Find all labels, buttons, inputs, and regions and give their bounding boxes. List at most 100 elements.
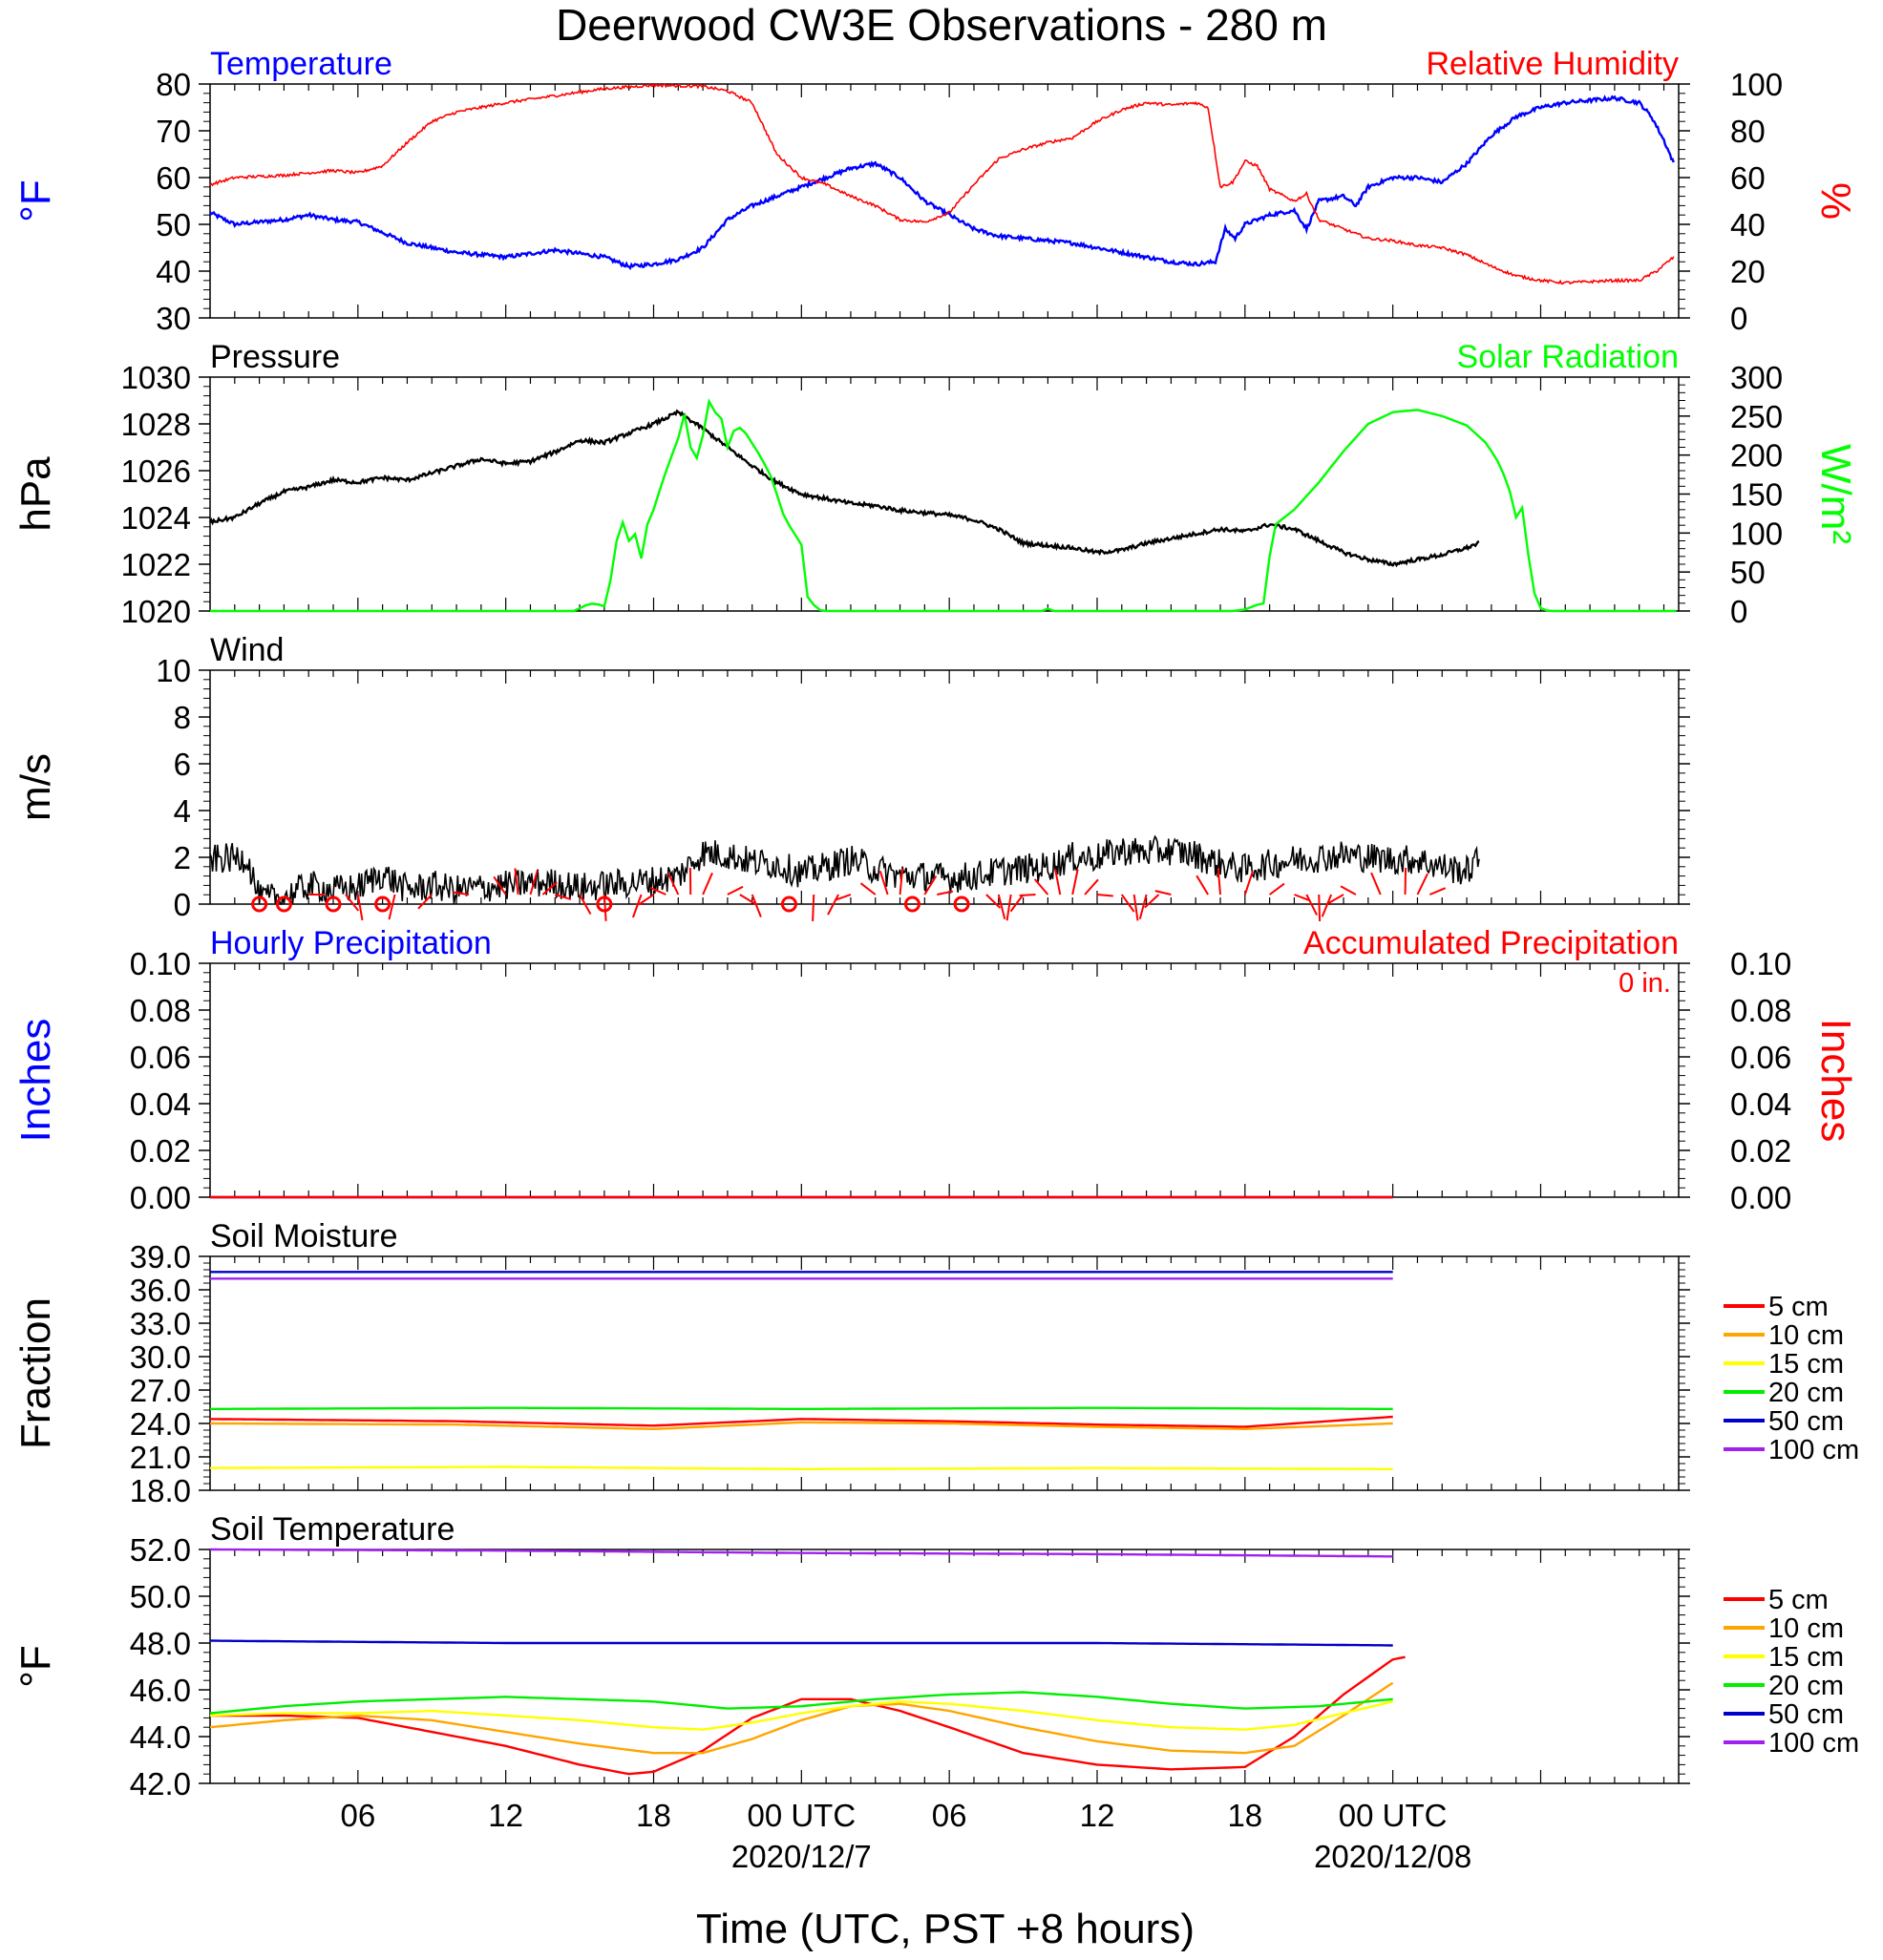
- x-tick-label: 06: [932, 1798, 967, 1833]
- y2-tick-label: 20: [1730, 254, 1766, 289]
- wind-barb: [1428, 887, 1447, 896]
- y-tick-label: 1024: [121, 500, 191, 536]
- panel-right-title: Relative Humidity: [1426, 46, 1679, 82]
- series-line: [209, 1691, 1393, 1715]
- calm-wind-marker: [780, 896, 797, 913]
- x-tick-label: 06: [340, 1798, 375, 1833]
- y-tick-label: 2: [174, 840, 191, 875]
- series-line: [209, 82, 1675, 285]
- wind-barb: [1005, 894, 1012, 921]
- y-tick-label: 30.0: [130, 1339, 191, 1375]
- series-line: [209, 1681, 1394, 1755]
- y-tick-label: 10: [156, 653, 191, 688]
- wind-barb: [751, 894, 762, 917]
- y-tick-label: 80: [156, 67, 191, 102]
- y-tick-label: 44.0: [130, 1719, 191, 1755]
- series-line: [210, 398, 1677, 613]
- wind-barb: [1269, 882, 1285, 896]
- calm-wind-marker: [374, 896, 391, 913]
- wind-barb: [649, 886, 666, 896]
- wind-barb: [1154, 890, 1172, 896]
- wind-barb: [453, 891, 470, 896]
- panel-left-title: Temperature: [210, 46, 392, 82]
- calm-wind-marker: [903, 896, 920, 913]
- y-tick-label: 42.0: [130, 1766, 191, 1802]
- x-tick-label: 18: [1227, 1798, 1262, 1833]
- y2-tick-label: 50: [1730, 555, 1766, 590]
- panel-frame: [209, 1255, 1680, 1491]
- legend-label: 10 cm: [1768, 1320, 1844, 1351]
- panel-frame: [209, 1549, 1680, 1784]
- y-tick-label: 52.0: [130, 1532, 191, 1568]
- series-line: [209, 1700, 1393, 1731]
- y2-tick-label: 0: [1730, 301, 1747, 336]
- legend-label: 50 cm: [1768, 1699, 1844, 1730]
- wind-barb: [493, 875, 507, 896]
- panel-frame: [209, 669, 1680, 905]
- y-tick-label: 1020: [121, 594, 191, 629]
- panel-annotation: 0 in.: [1619, 968, 1671, 999]
- y2-tick-label: 100: [1730, 67, 1783, 102]
- y-tick-label: 50: [156, 207, 191, 242]
- wind-barb: [1243, 871, 1254, 896]
- y2-axis-title: W/m²: [1812, 444, 1859, 544]
- series-line: [208, 409, 1480, 568]
- y-axis-title: m/s: [12, 753, 59, 821]
- legend-label: 20 cm: [1768, 1671, 1844, 1701]
- y-tick-label: 8: [174, 700, 191, 735]
- wind-barb: [985, 894, 1002, 909]
- wind-barb: [739, 894, 756, 905]
- panel-soil-moisture: 18.021.024.027.030.033.036.039.0 Soil Moi…: [12, 1218, 1859, 1508]
- wind-barb: [638, 894, 655, 906]
- wind-barb: [1195, 875, 1209, 896]
- y-tick-label: 18.0: [130, 1473, 191, 1508]
- y-tick-label: 1022: [121, 547, 191, 582]
- wind-barb: [1327, 894, 1344, 904]
- panel-soil-temperature: 42.0 44.0 46.0 48.0 50.0 52.0 Soil Temperature…: [12, 1511, 1859, 1802]
- wind-barb: [529, 870, 539, 896]
- y2-tick-label: 0.08: [1730, 993, 1791, 1028]
- y-tick-label: 70: [156, 114, 191, 149]
- y2-tick-label: 200: [1730, 438, 1783, 474]
- y-tick-label: 1030: [121, 360, 191, 395]
- y-tick-label: 1028: [121, 407, 191, 442]
- panel-right-title: Accumulated Precipitation: [1303, 925, 1679, 961]
- y-axis-title: °F: [12, 1645, 59, 1687]
- y-axis-title: Inches: [12, 1019, 59, 1143]
- series-line: [210, 1655, 1406, 1776]
- panel-wind: 0 2 4 6 8 10 Wind m/s: [12, 632, 1690, 922]
- wind-barb: [878, 870, 889, 896]
- x-tick-label: 00 UTC: [747, 1798, 856, 1833]
- y2-tick-label: 0.02: [1730, 1133, 1791, 1169]
- wind-barb: [345, 894, 360, 912]
- y2-tick-label: 0.06: [1730, 1040, 1791, 1075]
- y2-axis-title: Inches: [1812, 1019, 1859, 1143]
- wind-barb: [1138, 894, 1148, 919]
- series-line: [209, 1415, 1393, 1428]
- panel-temp-rh: 30 40 50 60 70 80 0 20 40 60 80 100 Temperature Relat…: [12, 46, 1859, 336]
- wind-barb: [1404, 867, 1407, 896]
- calm-wind-marker: [953, 896, 970, 913]
- wind-barb: [702, 872, 713, 896]
- panel-left-title: Soil Temperature: [210, 1511, 455, 1548]
- y-tick-label: 30: [156, 301, 191, 336]
- series-line: [210, 1421, 1393, 1431]
- y-tick-label: 0: [174, 887, 191, 922]
- series-line: [209, 834, 1480, 905]
- y-tick-label: 39.0: [130, 1239, 191, 1275]
- y-tick-label: 36.0: [130, 1273, 191, 1308]
- wind-barb: [1294, 894, 1311, 902]
- wind-barb: [1416, 873, 1428, 896]
- y-tick-label: 0.00: [130, 1180, 191, 1215]
- panel-frame: [209, 83, 1680, 319]
- wind-barb: [579, 894, 592, 915]
- panel-frame: [209, 376, 1680, 612]
- calm-wind-marker: [275, 896, 292, 913]
- y2-axis-title: %: [1812, 182, 1859, 220]
- x-tick-label: 12: [1080, 1798, 1115, 1833]
- y2-tick-label: 80: [1730, 114, 1766, 149]
- wind-barb: [1132, 894, 1139, 921]
- panel-frame: [209, 962, 1680, 1198]
